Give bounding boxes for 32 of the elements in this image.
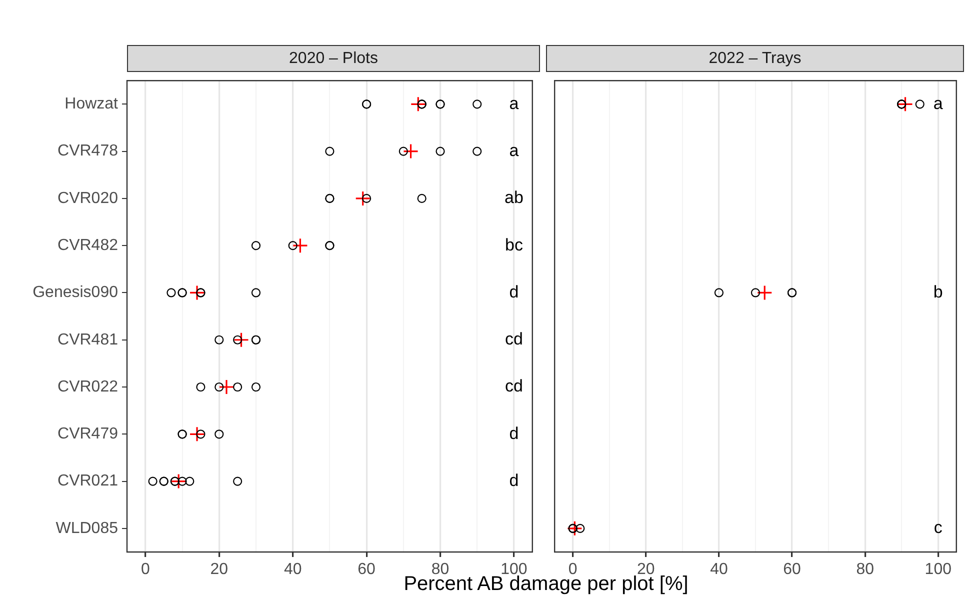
annotation: b: [933, 282, 943, 302]
y-tick-label: CVR022: [58, 378, 118, 396]
y-tick-label: CVR021: [58, 472, 118, 490]
y-tick-label: CVR478: [58, 142, 118, 160]
x-tick-label: 20: [210, 561, 228, 578]
y-tick-label: CVR482: [58, 236, 118, 254]
annotation: cd: [504, 376, 523, 396]
y-tick-label: WLD085: [56, 520, 118, 537]
x-tick-label: 0: [140, 561, 150, 578]
annotation: a: [933, 94, 944, 113]
y-tick-label: CVR479: [58, 426, 118, 443]
annotation: a: [509, 94, 520, 113]
annotation: cd: [504, 330, 523, 349]
x-tick-label: 40: [710, 561, 728, 578]
x-tick-label: 60: [358, 561, 376, 578]
annotation: d: [509, 470, 519, 490]
chart-title: 2022 – Trays: [546, 45, 964, 72]
y-tick-label: Howzat: [64, 96, 119, 113]
y-tick-label: Genesis090: [32, 284, 118, 302]
x-tick-label: 60: [783, 561, 802, 578]
x-tick-label: 40: [284, 561, 302, 578]
y-tick-label: CVR481: [58, 331, 118, 348]
annotation: c: [934, 518, 943, 538]
annotation: d: [509, 282, 519, 302]
y-tick-label: CVR020: [58, 190, 118, 207]
annotation: a: [509, 140, 520, 160]
chart-title: 2020 – Plots: [127, 45, 540, 72]
annotation: d: [509, 424, 519, 443]
annotation: ab: [504, 188, 524, 208]
x-tick-label: 100: [924, 561, 952, 578]
x-tick-label: 80: [856, 561, 874, 578]
annotation: bc: [504, 235, 524, 254]
